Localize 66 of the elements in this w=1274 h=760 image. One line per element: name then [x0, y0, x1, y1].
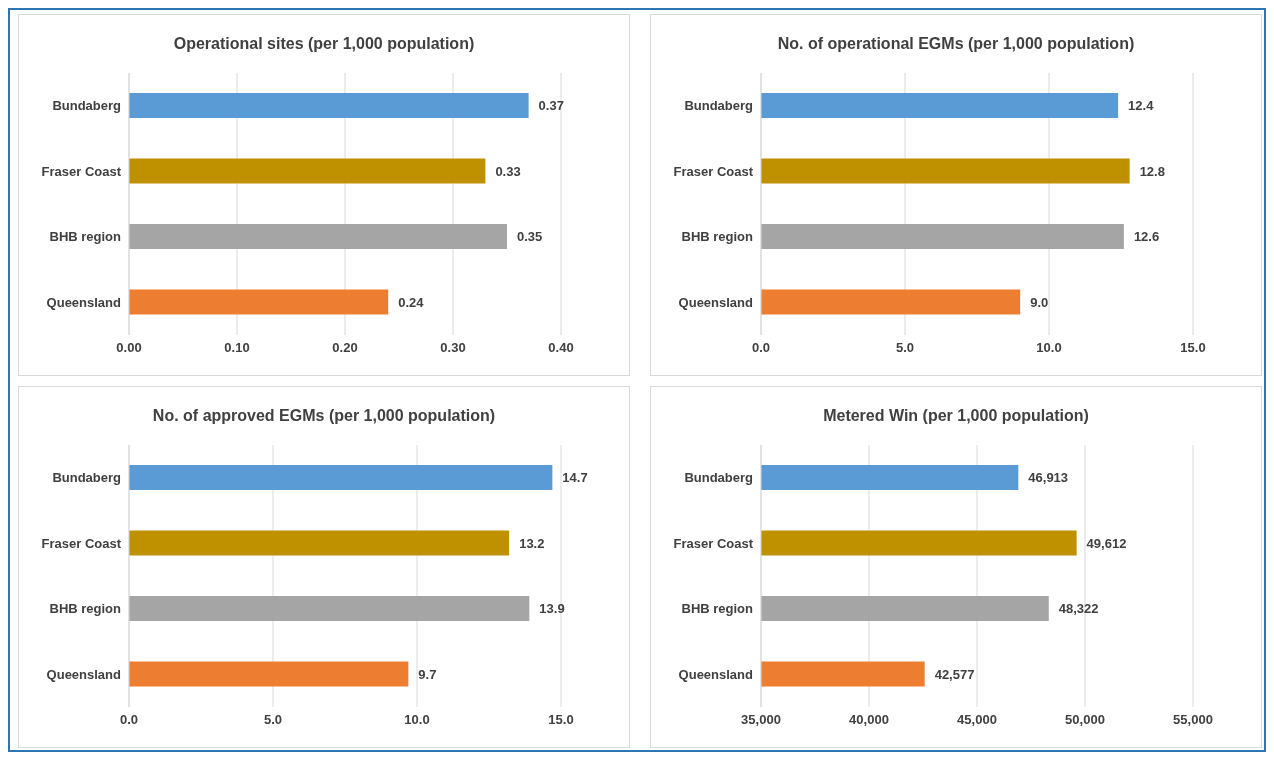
- y-tick-label: Bundaberg: [684, 98, 754, 114]
- x-tick-label: 5.0: [895, 340, 915, 356]
- data-label: 14.7: [562, 470, 588, 486]
- y-tick-label: Queensland: [46, 666, 122, 682]
- bar: [129, 224, 507, 249]
- x-tick-label: 0.10: [224, 340, 250, 356]
- y-tick-label: Fraser Coast: [673, 163, 754, 179]
- data-label: 9.0: [1030, 294, 1049, 310]
- bar: [129, 596, 530, 621]
- data-label: 12.4: [1128, 98, 1155, 114]
- bar: [129, 158, 486, 184]
- y-tick-label: BHB region: [681, 229, 754, 245]
- data-label: 0.33: [495, 163, 521, 179]
- x-tick-label: 5.0: [263, 712, 283, 728]
- y-tick-label: Queensland: [678, 294, 754, 310]
- x-tick-label: 0.20: [332, 340, 358, 356]
- chart-title: Metered Win (per 1,000 population): [822, 406, 1090, 426]
- x-tick-label: 0.30: [440, 340, 466, 356]
- data-label: 0.24: [398, 294, 425, 310]
- bar: [761, 93, 1119, 118]
- x-tick-label: 15.0: [548, 712, 574, 728]
- chart-title: No. of approved EGMs (per 1,000 population): [151, 406, 497, 426]
- bar: [129, 530, 510, 556]
- data-label: 9.7: [418, 666, 437, 682]
- y-tick-label: Bundaberg: [52, 470, 122, 486]
- chart-title: Operational sites (per 1,000 population): [172, 34, 476, 54]
- data-label: 13.9: [539, 601, 565, 617]
- y-tick-label: Bundaberg: [684, 470, 754, 486]
- bar: [761, 289, 1021, 315]
- x-tick-label: 0.00: [116, 340, 142, 356]
- x-tick-label: 15.0: [1180, 340, 1206, 356]
- y-tick-label: Fraser Coast: [673, 535, 754, 551]
- bar: [129, 93, 529, 118]
- x-tick-label: 0.40: [548, 340, 574, 356]
- bar: [761, 158, 1130, 184]
- x-tick-label: 55,000: [1173, 712, 1213, 728]
- bar: [761, 224, 1124, 249]
- chart-title: No. of operational EGMs (per 1,000 population): [776, 34, 1136, 54]
- x-tick-label: 45,000: [957, 712, 997, 728]
- y-tick-label: Queensland: [46, 294, 122, 310]
- x-tick-label: 0.0: [119, 712, 139, 728]
- x-tick-label: 10.0: [1036, 340, 1062, 356]
- x-tick-label: 0.0: [751, 340, 771, 356]
- bar: [129, 289, 389, 315]
- bar: [129, 465, 553, 490]
- data-label: 13.2: [519, 535, 545, 551]
- data-label: 42,577: [934, 666, 975, 682]
- y-tick-label: Fraser Coast: [41, 535, 122, 551]
- data-label: 48,322: [1058, 601, 1099, 617]
- bar: [129, 661, 409, 687]
- x-tick-label: 10.0: [404, 712, 430, 728]
- data-label: 0.35: [517, 229, 543, 245]
- data-label: 49,612: [1086, 535, 1127, 551]
- data-label: 46,913: [1028, 470, 1069, 486]
- y-tick-label: Bundaberg: [52, 98, 122, 114]
- y-tick-label: BHB region: [49, 229, 122, 245]
- x-tick-label: 50,000: [1065, 712, 1105, 728]
- data-label: 12.8: [1139, 163, 1165, 179]
- data-label: 0.37: [538, 98, 564, 114]
- y-tick-label: BHB region: [681, 601, 754, 617]
- x-tick-label: 35,000: [741, 712, 781, 728]
- y-tick-label: Queensland: [678, 666, 754, 682]
- data-label: 12.6: [1133, 229, 1160, 245]
- y-tick-label: Fraser Coast: [41, 163, 122, 179]
- y-tick-label: BHB region: [49, 601, 122, 617]
- x-tick-label: 40,000: [849, 712, 889, 728]
